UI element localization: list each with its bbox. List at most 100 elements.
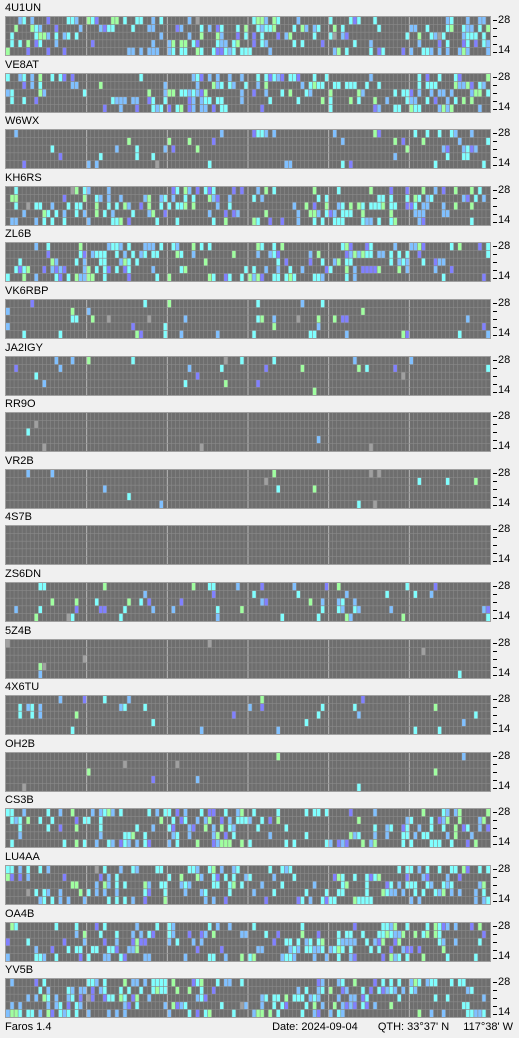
- band-tick: [493, 618, 497, 619]
- signal-cell: [469, 145, 474, 153]
- signal-cell: [272, 74, 277, 82]
- signal-cell: [473, 194, 478, 203]
- signal-cell: [34, 979, 39, 987]
- signal-cell: [42, 443, 47, 451]
- signal-cell: [135, 145, 140, 153]
- propagation-grid[interactable]: [5, 412, 491, 452]
- signal-cell: [143, 194, 148, 203]
- signal-cell: [453, 824, 458, 832]
- signal-cell: [58, 824, 63, 832]
- propagation-grid[interactable]: [5, 16, 491, 56]
- signal-cell: [50, 470, 55, 478]
- signal-cell: [469, 202, 474, 210]
- signal-cell: [405, 96, 410, 105]
- signal-cell: [340, 881, 345, 889]
- signal-cell: [199, 930, 204, 939]
- propagation-grid[interactable]: [5, 469, 491, 509]
- signal-cell: [348, 809, 353, 817]
- signal-cell: [183, 39, 188, 48]
- propagation-grid[interactable]: [5, 582, 491, 622]
- signal-cell: [102, 104, 107, 112]
- signal-cell: [256, 17, 261, 25]
- signal-cell: [195, 47, 200, 55]
- signal-cell: [397, 979, 402, 987]
- beacon-callsign: CS3B: [5, 794, 34, 806]
- signal-cell: [50, 1009, 55, 1017]
- signal-cell: [106, 202, 111, 210]
- signal-cell: [122, 881, 127, 889]
- signal-cell: [135, 1001, 140, 1010]
- signal-cell: [461, 24, 466, 33]
- signal-cell: [256, 130, 261, 138]
- propagation-grid[interactable]: [5, 865, 491, 905]
- signal-cell: [485, 896, 490, 904]
- propagation-grid[interactable]: [5, 356, 491, 396]
- signal-cell: [135, 938, 140, 946]
- band-label-top: 28: [498, 297, 511, 309]
- signal-cell: [437, 923, 442, 931]
- signal-cell: [320, 258, 325, 266]
- signal-cell: [106, 1009, 111, 1017]
- signal-cell: [336, 258, 341, 266]
- signal-cell: [42, 583, 47, 591]
- propagation-grid[interactable]: [5, 299, 491, 339]
- signal-cell: [195, 775, 200, 784]
- signal-cell: [417, 104, 422, 112]
- signal-cell: [58, 330, 63, 338]
- signal-cell: [102, 809, 107, 817]
- signal-cell: [264, 39, 269, 48]
- signal-cell: [215, 74, 220, 82]
- signal-cell: [203, 258, 208, 266]
- signal-cell: [183, 194, 188, 203]
- band-tick: [493, 869, 497, 870]
- propagation-grid[interactable]: [5, 129, 491, 169]
- propagation-grid[interactable]: [5, 695, 491, 735]
- signal-cell: [14, 265, 19, 274]
- signal-cell: [369, 265, 374, 274]
- propagation-grid[interactable]: [5, 922, 491, 962]
- signal-cell: [131, 357, 136, 365]
- signal-cell: [98, 250, 103, 259]
- signal-cell: [147, 96, 152, 105]
- signal-cell: [215, 605, 220, 614]
- signal-cell: [147, 994, 152, 1002]
- signal-cell: [340, 32, 345, 40]
- signal-cell: [268, 831, 273, 840]
- signal-cell: [223, 831, 228, 840]
- signal-cell: [312, 881, 317, 889]
- signal-cell: [272, 17, 277, 25]
- propagation-grid[interactable]: [5, 808, 491, 848]
- propagation-grid[interactable]: [5, 186, 491, 226]
- signal-cell: [215, 32, 220, 40]
- signal-cell: [175, 217, 180, 225]
- signal-cell: [167, 824, 172, 832]
- signal-cell: [336, 598, 341, 606]
- signal-cell: [211, 273, 216, 281]
- signal-cell: [70, 986, 75, 995]
- propagation-grid[interactable]: [5, 242, 491, 282]
- band-tick: [493, 77, 497, 78]
- signal-cell: [239, 187, 244, 195]
- propagation-grid[interactable]: [5, 752, 491, 792]
- signal-cell: [421, 873, 426, 882]
- signal-cell: [348, 994, 353, 1002]
- signal-cell: [26, 873, 31, 882]
- signal-cell: [94, 598, 99, 606]
- signal-cell: [74, 315, 79, 323]
- signal-cell: [344, 243, 349, 251]
- signal-cell: [393, 938, 398, 946]
- propagation-grid[interactable]: [5, 525, 491, 565]
- band-tick: [493, 198, 497, 199]
- signal-cell: [215, 39, 220, 48]
- signal-cell: [127, 598, 132, 606]
- signal-cell: [453, 74, 458, 82]
- signal-cell: [469, 923, 474, 931]
- signal-cell: [336, 202, 341, 210]
- propagation-grid[interactable]: [5, 978, 491, 1018]
- propagation-grid[interactable]: [5, 639, 491, 679]
- signal-cell: [429, 194, 434, 203]
- propagation-grid[interactable]: [5, 73, 491, 113]
- band-tick: [493, 780, 497, 781]
- signal-cell: [22, 783, 27, 791]
- band-axis: 28 14: [493, 638, 519, 679]
